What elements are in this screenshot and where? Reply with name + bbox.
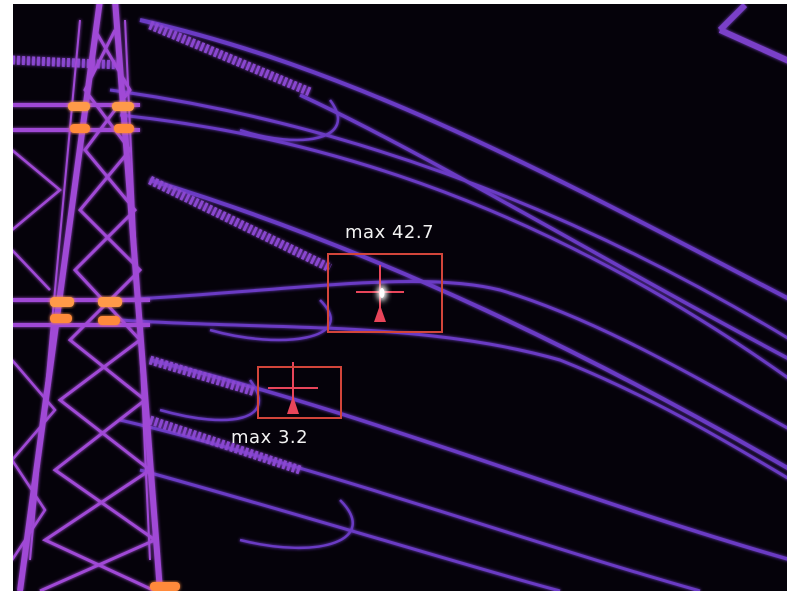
tower-hot-spots [50,102,180,591]
triangle-marker-icon [374,305,386,322]
frame-edge-top [0,0,791,4]
frame-edge-left [0,0,13,591]
insulators [11,20,332,475]
measurement-label-low: max 3.2 [231,427,309,448]
power-lines [109,18,791,591]
crosshair-icon [356,265,404,310]
structure-corner [717,2,791,65]
frame-edge-right [787,0,791,591]
triangle-marker-icon [287,396,299,414]
measurement-box-low [257,366,342,419]
pylon-tower [10,0,163,591]
measurement-label-high: max 42.7 [345,222,435,243]
measurement-box-high [327,253,443,333]
